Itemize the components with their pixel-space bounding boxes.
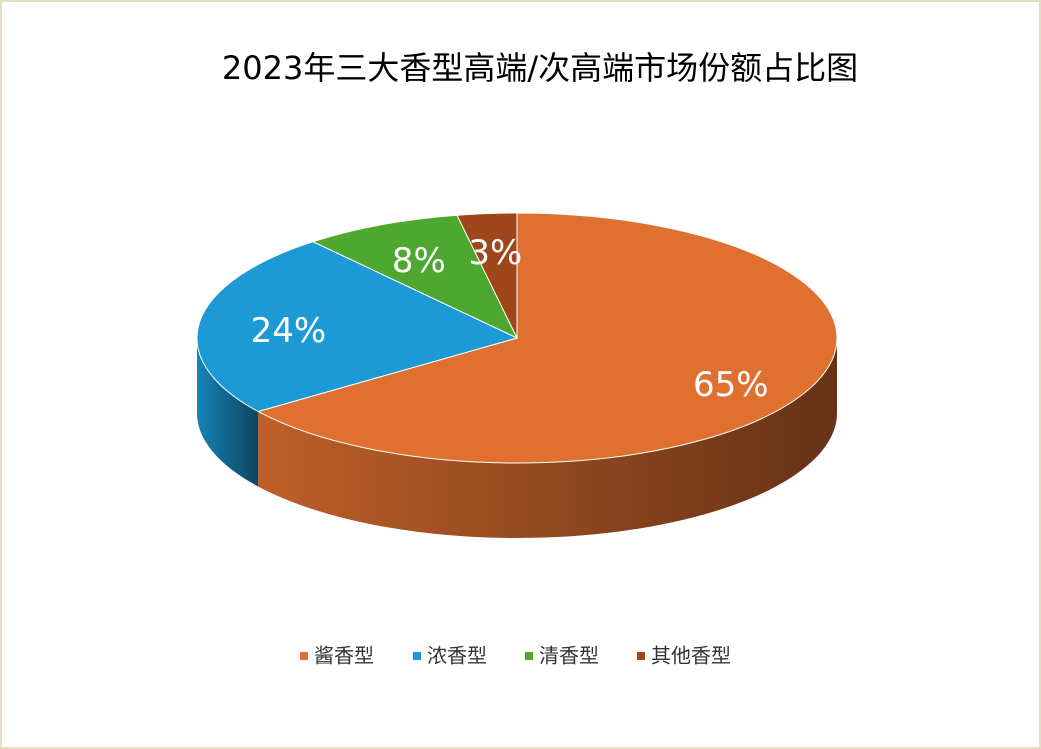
legend-label: 酱香型	[314, 644, 374, 668]
legend-label: 浓香型	[427, 644, 487, 668]
data-label: 3%	[468, 233, 522, 273]
chart-title: 2023年三大香型高端/次高端市场份额占比图	[222, 49, 858, 87]
pie-slice	[456, 212, 518, 339]
pie: 65% 24% 8% 3%	[196, 212, 838, 539]
legend: 酱香型 浓香型 清香型 其他香型	[300, 644, 731, 668]
pie-slice	[256, 212, 838, 464]
pie-slice	[311, 214, 519, 340]
pie-slice	[196, 241, 519, 413]
legend-swatch	[637, 652, 645, 660]
legend-swatch	[525, 652, 533, 660]
data-label: 24%	[251, 311, 327, 351]
slice-side-shade	[258, 338, 837, 539]
legend-label: 其他香型	[651, 644, 731, 668]
legend-swatch	[413, 652, 421, 660]
slice-side-shade	[197, 338, 259, 487]
data-label: 65%	[693, 365, 769, 405]
legend-label: 清香型	[539, 644, 599, 668]
data-label: 8%	[392, 241, 446, 281]
legend-swatch	[300, 652, 308, 660]
